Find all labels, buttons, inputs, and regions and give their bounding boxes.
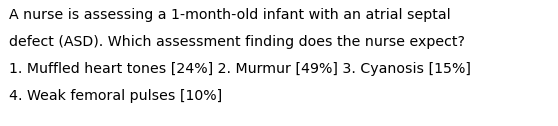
Text: A nurse is assessing a 1-month-old infant with an atrial septal: A nurse is assessing a 1-month-old infan… [9, 8, 451, 22]
Text: 4. Weak femoral pulses [10%]: 4. Weak femoral pulses [10%] [9, 89, 222, 103]
Text: defect (ASD). Which assessment finding does the nurse expect?: defect (ASD). Which assessment finding d… [9, 35, 465, 49]
Text: 1. Muffled heart tones [24%] 2. Murmur [49%] 3. Cyanosis [15%]: 1. Muffled heart tones [24%] 2. Murmur [… [9, 62, 471, 76]
